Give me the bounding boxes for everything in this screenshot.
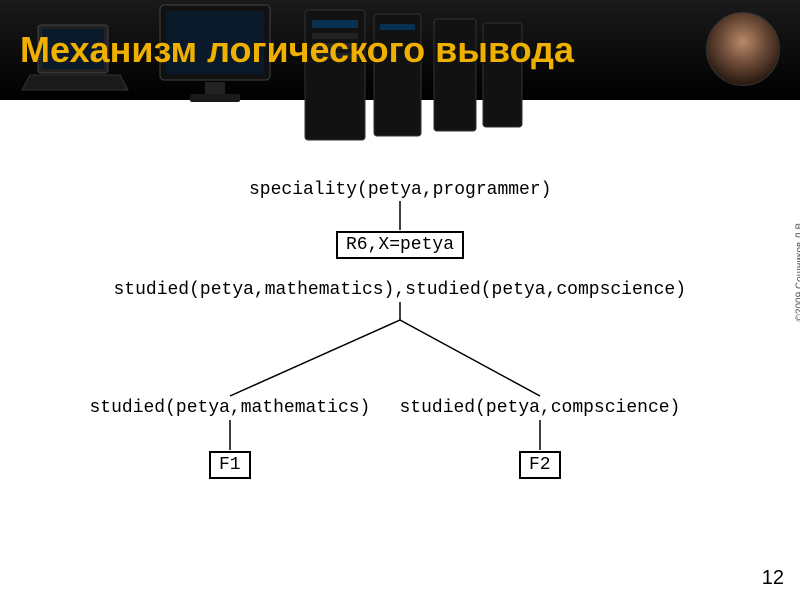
tree-node-r6: R6,X=petya bbox=[336, 231, 464, 259]
presenter-avatar bbox=[706, 12, 780, 86]
tree-node-right: studied(petya,compscience) bbox=[400, 398, 681, 418]
tree-node-root: speciality(petya,programmer) bbox=[249, 180, 551, 200]
slide-header: Механизм логического вывода bbox=[0, 0, 800, 100]
inference-tree-diagram: speciality(petya,programmer) R6,X=petya st… bbox=[0, 150, 800, 570]
tree-node-f2: F2 bbox=[519, 451, 561, 479]
tree-node-conj: studied(petya,mathematics),studied(petya… bbox=[114, 280, 687, 300]
page-number: 12 bbox=[762, 567, 784, 590]
tree-node-left: studied(petya,mathematics) bbox=[90, 398, 371, 418]
server-graphic-1 bbox=[300, 5, 370, 145]
tree-edges bbox=[0, 150, 800, 570]
slide-title: Механизм логического вывода bbox=[20, 29, 574, 71]
tree-node-f1: F1 bbox=[209, 451, 251, 479]
